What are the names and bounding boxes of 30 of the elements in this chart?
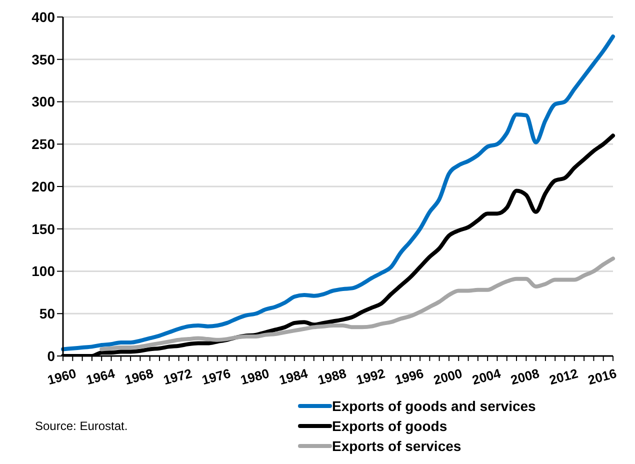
line-series [61,34,615,352]
x-tick-label: 1992 [354,366,387,388]
x-tick-label: 1976 [200,366,232,388]
source-note: Source: Eurostat. [35,419,128,433]
x-tick-label: 1964 [84,365,118,388]
y-tick-label: 200 [32,178,56,194]
y-tick-label: 0 [47,348,56,364]
x-tick-label: 1972 [162,366,194,388]
y-tick-label: 150 [32,220,56,237]
x-tick-label: 2012 [548,366,580,388]
x-tick-label: 1996 [393,366,426,388]
y-tick-label: 50 [39,306,56,322]
x-tick-label: 1980 [238,366,271,388]
x-tick-label: 1960 [46,366,78,388]
x-tick-label: 2008 [509,366,541,388]
y-tick-label: 250 [32,136,56,152]
x-tick-label: 2016 [586,366,618,388]
x-tick-label: 2000 [432,366,464,388]
legend-label: Exports of goods and services [332,397,536,416]
y-tick-label: 100 [32,263,56,280]
legend-label: Exports of services [332,437,462,456]
x-tick-label: 1988 [316,366,348,388]
y-tick-label: 300 [32,94,56,110]
y-tick-label: 400 [32,8,56,25]
x-tick-label: 2004 [470,365,504,388]
y-tick-label: 350 [32,51,56,68]
x-tick-label: 1984 [278,365,310,388]
legend-label: Exports of goods [332,417,448,436]
line-series [100,256,615,352]
x-tick-label: 1968 [123,366,155,388]
